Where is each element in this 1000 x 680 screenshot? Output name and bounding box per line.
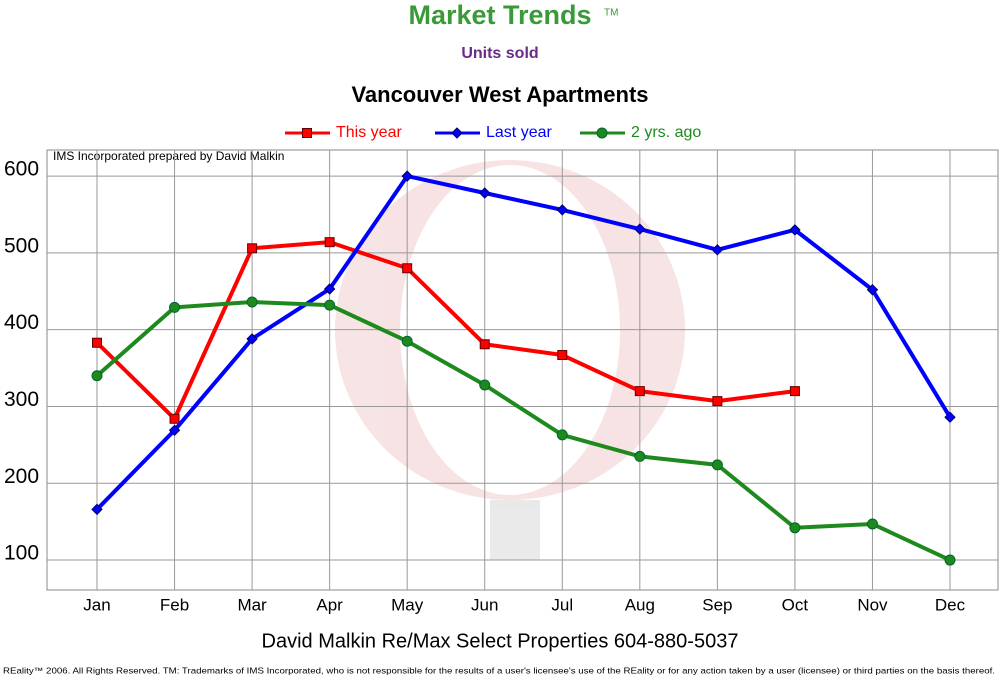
x-tick-label: Jan bbox=[83, 595, 110, 614]
marker bbox=[246, 333, 258, 345]
x-tick-label: Feb bbox=[160, 595, 189, 614]
marker bbox=[712, 396, 723, 407]
chart-title: Vancouver West Apartments bbox=[351, 82, 648, 107]
y-tick-label: 500 bbox=[4, 234, 39, 257]
grid bbox=[47, 150, 998, 590]
legend-label: This year bbox=[336, 124, 402, 141]
series bbox=[91, 296, 956, 566]
marker bbox=[302, 128, 312, 138]
x-tick-label: Jul bbox=[551, 595, 573, 614]
marker bbox=[557, 350, 568, 361]
x-tick-label: May bbox=[391, 595, 424, 614]
marker bbox=[451, 127, 463, 139]
watermark bbox=[335, 160, 685, 560]
page-title: Market Trends bbox=[408, 0, 591, 30]
annotation: IMS Incorporated prepared by David Malki… bbox=[53, 149, 284, 163]
x-tick-label: Aug bbox=[625, 595, 655, 614]
series bbox=[92, 237, 800, 424]
marker bbox=[944, 554, 956, 566]
marker bbox=[556, 204, 568, 216]
marker bbox=[634, 450, 646, 462]
marker bbox=[789, 522, 801, 534]
y-tick-label: 300 bbox=[4, 388, 39, 411]
marker bbox=[479, 379, 491, 391]
x-tick-label: Sep bbox=[702, 595, 732, 614]
trademark: TM bbox=[604, 8, 618, 19]
plot-frame bbox=[46, 149, 999, 591]
marker bbox=[866, 518, 878, 530]
y-tick-label: 200 bbox=[4, 465, 39, 488]
x-tick-label: Jun bbox=[471, 595, 498, 614]
marker bbox=[169, 301, 181, 313]
legend-label: 2 yrs. ago bbox=[631, 124, 701, 141]
x-tick-label: Oct bbox=[782, 595, 809, 614]
marker bbox=[402, 263, 413, 274]
marker bbox=[92, 337, 102, 348]
marker bbox=[247, 243, 258, 254]
legend-label: Last year bbox=[486, 124, 552, 141]
marker bbox=[479, 339, 490, 350]
marker bbox=[324, 299, 336, 311]
marker bbox=[479, 187, 491, 199]
marker bbox=[168, 424, 181, 436]
series-line bbox=[95, 300, 951, 562]
series-line bbox=[95, 240, 796, 421]
x-tick-label: Mar bbox=[237, 595, 267, 614]
y-tick-label: 400 bbox=[4, 311, 39, 334]
series-line bbox=[95, 174, 952, 511]
marker bbox=[323, 283, 336, 295]
x-tick-label: Apr bbox=[316, 595, 343, 614]
x-tick-label: Nov bbox=[857, 595, 888, 614]
marker bbox=[324, 237, 335, 248]
copyright: REality™ 2006. All Rights Reserved. TM: … bbox=[3, 665, 995, 675]
subtitle: Units sold bbox=[461, 45, 538, 62]
marker bbox=[596, 127, 608, 139]
marker bbox=[866, 284, 879, 296]
marker bbox=[711, 459, 723, 471]
series bbox=[91, 170, 956, 516]
y-tick-label: 600 bbox=[4, 158, 39, 181]
x-tick-label: Dec bbox=[935, 595, 966, 614]
marker bbox=[634, 223, 646, 235]
marker bbox=[91, 370, 103, 382]
y-tick-label: 100 bbox=[4, 542, 39, 565]
marker bbox=[634, 386, 645, 397]
marker bbox=[246, 296, 258, 308]
marker bbox=[711, 244, 724, 256]
marker bbox=[944, 411, 956, 423]
marker bbox=[169, 413, 180, 424]
marker bbox=[401, 335, 413, 347]
marker bbox=[91, 503, 103, 516]
marker bbox=[789, 386, 800, 397]
marker bbox=[789, 224, 801, 236]
marker bbox=[556, 429, 568, 441]
footer: David Malkin Re/Max Select Properties 60… bbox=[262, 630, 739, 652]
marker bbox=[401, 170, 413, 182]
